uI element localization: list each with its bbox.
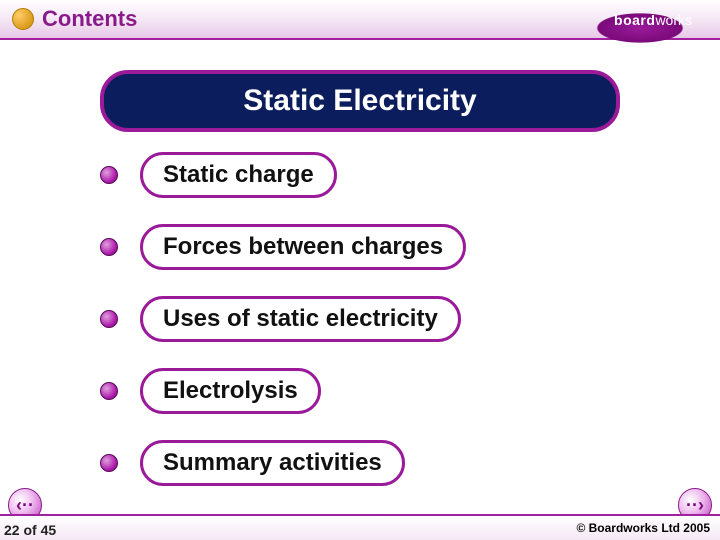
item-label[interactable]: Forces between charges [140,224,466,270]
bullet-icon [100,382,118,400]
logo-text-bold: board [614,12,655,28]
page-total: 45 [41,522,57,538]
bullet-icon [100,238,118,256]
page-indicator: 22 of 45 [4,522,56,538]
footer-bar: © Boardworks Ltd 2005 [0,514,720,540]
item-label[interactable]: Electrolysis [140,368,321,414]
list-item[interactable]: Uses of static electricity [100,296,720,342]
list-item[interactable]: Summary activities [100,440,720,486]
item-label[interactable]: Static charge [140,152,337,198]
logo-text-rest: works [655,12,692,28]
list-item[interactable]: Forces between charges [100,224,720,270]
contents-list: Static charge Forces between charges Use… [0,152,720,486]
header-title: Contents [42,6,137,32]
page-current: 22 [4,522,20,538]
brand-logo: boardworks [570,4,710,54]
item-label[interactable]: Summary activities [140,440,405,486]
list-item[interactable]: Static charge [100,152,720,198]
chevron-left-icon: ‹·· [16,495,34,516]
item-label[interactable]: Uses of static electricity [140,296,461,342]
header-globe-icon [12,8,34,30]
copyright-text: © Boardworks Ltd 2005 [576,521,710,535]
bullet-icon [100,166,118,184]
bullet-icon [100,310,118,328]
slide-title: Static Electricity [100,70,620,132]
chevron-right-icon: ··› [686,495,704,516]
page-of: of [23,522,40,538]
bullet-icon [100,454,118,472]
list-item[interactable]: Electrolysis [100,368,720,414]
